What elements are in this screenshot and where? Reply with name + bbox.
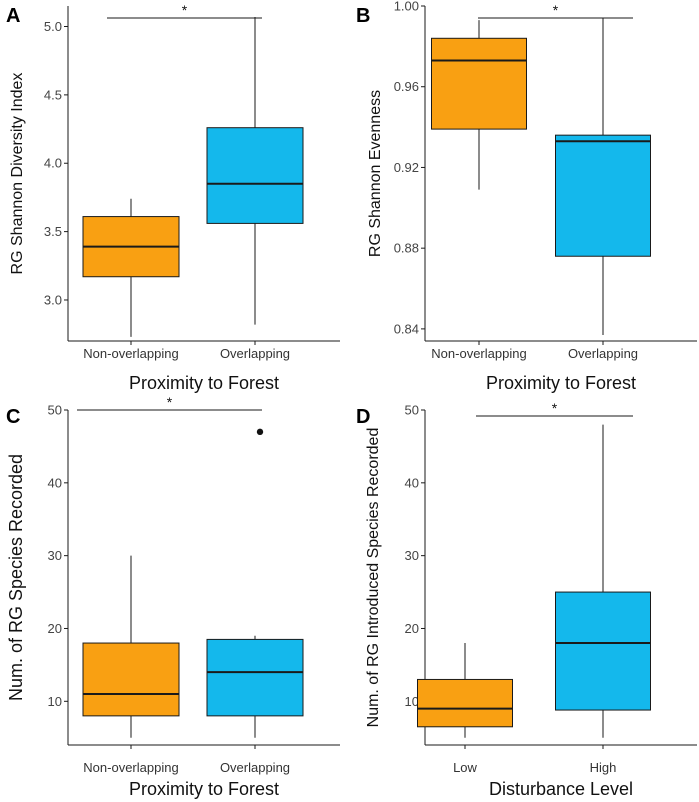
panel-label-a: A (6, 5, 20, 27)
y-tick-label-b: 0.96 (394, 79, 419, 94)
box-d (417, 678, 513, 728)
y-axis-title-d: Num. of RG Introduced Species Recorded (365, 428, 382, 728)
box-c (206, 638, 304, 717)
box-a (206, 127, 304, 224)
y-tick-label-a: 4.0 (44, 156, 62, 171)
significance-star-b: * (553, 2, 559, 18)
x-tick-label-c: Non-overlapping (83, 760, 178, 775)
y-tick-label-d: 40 (405, 475, 419, 490)
y-axis-title-c: Num. of RG Species Recorded (6, 454, 26, 701)
y-tick-label-c: 20 (48, 621, 62, 636)
y-tick-label-d: 20 (405, 621, 419, 636)
panel-label-c: C (6, 406, 20, 428)
x-tick-label-a: Non-overlapping (83, 346, 178, 361)
y-tick-label-a: 3.5 (44, 224, 62, 239)
box-c (82, 642, 180, 717)
y-tick-label-c: 10 (48, 694, 62, 709)
y-tick-label-d: 10 (405, 694, 419, 709)
x-axis-title-a: Proximity to Forest (129, 373, 279, 393)
y-tick-label-b: 0.92 (394, 160, 419, 175)
y-axis-title-b: RG Shannon Evenness (367, 90, 384, 257)
significance-star-a: * (182, 2, 188, 18)
panel-label-b: B (356, 5, 370, 27)
x-tick-label-a: Overlapping (220, 346, 290, 361)
y-tick-label-d: 50 (405, 403, 419, 418)
y-axis-title-a: RG Shannon Diversity Index (9, 73, 26, 275)
x-axis-title-c: Proximity to Forest (129, 779, 279, 799)
x-axis-title-b: Proximity to Forest (486, 373, 636, 393)
x-axis-title-d: Disturbance Level (489, 779, 633, 799)
x-tick-label-b: Overlapping (568, 346, 638, 361)
box-b (431, 37, 527, 130)
significance-star-d: * (552, 400, 558, 416)
x-tick-label-d: High (590, 760, 617, 775)
y-tick-label-c: 40 (48, 475, 62, 490)
box-b (555, 134, 651, 257)
x-tick-label-d: Low (453, 760, 477, 775)
panel-label-d: D (356, 406, 370, 428)
y-tick-label-a: 3.0 (44, 292, 62, 307)
significance-star-c: * (167, 394, 173, 410)
x-tick-label-c: Overlapping (220, 760, 290, 775)
outlier-point-c (256, 428, 264, 436)
y-tick-label-b: 0.88 (394, 241, 419, 256)
y-tick-label-b: 1.00 (394, 0, 419, 14)
y-tick-label-a: 4.5 (44, 87, 62, 102)
box-d (555, 591, 651, 711)
y-tick-label-d: 30 (405, 548, 419, 563)
y-tick-label-c: 30 (48, 548, 62, 563)
y-tick-label-b: 0.84 (394, 321, 419, 336)
y-tick-label-c: 50 (48, 403, 62, 418)
y-tick-label-a: 5.0 (44, 19, 62, 34)
x-tick-label-b: Non-overlapping (431, 346, 526, 361)
